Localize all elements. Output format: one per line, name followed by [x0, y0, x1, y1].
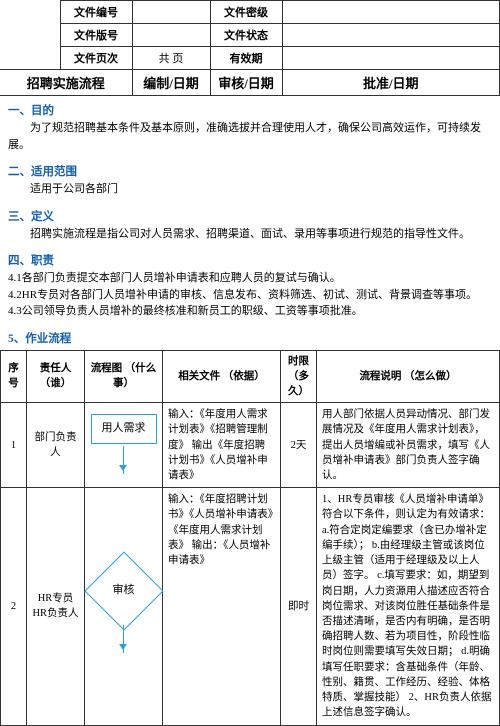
- cell-flowchart: 审核: [85, 488, 163, 725]
- section-heading: 5、作业流程: [8, 330, 492, 346]
- section-definition: 三、定义 招聘实施流程是指公司对人员需求、招聘渠道、面试、录用等事项进行规范的指…: [0, 202, 500, 247]
- section-heading: 四、职责: [8, 252, 492, 268]
- cell-who: 部门负责人: [27, 403, 85, 488]
- meta-val: [282, 24, 500, 47]
- duty-line: 4.2HR专员对各部门人员增补申请的审核、信息发布、资料筛选、初试、测试、背景调…: [8, 287, 492, 304]
- meta-label: 编制/日期: [132, 70, 210, 96]
- section-heading: 三、定义: [8, 208, 492, 224]
- meta-label: 文件版号: [60, 24, 132, 47]
- table-row: 1 部门负责人 用人需求 输入：《年度用人需求计划表》《招聘管理制度》 输出《年…: [1, 403, 500, 488]
- cell-doc: 输入：《年度用人需求计划表》《招聘管理制度》 输出《年度招聘计划书》《人员增补申…: [163, 403, 281, 488]
- section-scope: 二、适用范围 适用于公司各部门: [0, 157, 500, 202]
- section-purpose: 一、目的 为了规范招聘基本条件及基本原则，准确选拔并合理使用人才，确保公司高效运…: [0, 96, 500, 157]
- cell-desc: 1、HR专员审核《人员增补申请单》符合以下条件，则认定为有效请求： a.符合定岗…: [317, 488, 500, 725]
- flow-arrow-icon: [123, 446, 125, 474]
- cell-seq: 2: [1, 488, 27, 725]
- cell-desc: 用人部门依据人员异动情况、部门发展情况及《年度用人需求计划表》，提出人员增编或补…: [317, 403, 500, 488]
- flow-node-label: 审核: [113, 583, 135, 599]
- meta-label: 文件页次: [60, 47, 132, 70]
- meta-label: 有效期: [210, 47, 282, 70]
- section-body: 为了规范招聘基本条件及基本原则，准确选拔并合理使用人才，确保公司高效运作，可持续…: [8, 120, 492, 153]
- meta-val: 共 页: [132, 47, 210, 70]
- doc-meta-table: 文件编号 文件密级 文件版号 文件状态 文件页次 共 页 有效期 招聘实施流程 …: [0, 0, 500, 96]
- flow-arrow-icon: [123, 625, 125, 653]
- meta-val: [282, 1, 500, 24]
- section-body: 适用于公司各部门: [8, 181, 492, 198]
- section-duties: 四、职责 4.1各部门负责提交本部门人员增补申请表和应聘人员的复试与确认。 4.…: [0, 246, 500, 324]
- section-heading: 一、目的: [8, 102, 492, 118]
- cell-time: 即时: [281, 488, 317, 725]
- section-heading: 二、适用范围: [8, 163, 492, 179]
- meta-val: [282, 47, 500, 70]
- th-chart: 流程图 （什么事）: [85, 350, 163, 403]
- th-seq: 序号: [1, 350, 27, 403]
- th-who: 责任人 （谁）: [27, 350, 85, 403]
- cell-doc: 输入：《年度招聘计划书》《人员增补申请表》《年度用人需求计划表》 输出：《人员增…: [163, 488, 281, 725]
- cell-seq: 1: [1, 403, 27, 488]
- meta-label: 文件状态: [210, 24, 282, 47]
- th-time: 时限 （多久）: [281, 350, 317, 403]
- cell-time: 2天: [281, 403, 317, 488]
- meta-label: 审核/日期: [210, 70, 282, 96]
- meta-label: 批准/日期: [282, 70, 500, 96]
- duty-line: 4.3公司领导负责人员增补的最终核准和新员工的职级、工资等事项批准。: [8, 303, 492, 320]
- section-workflow: 5、作业流程: [0, 324, 500, 350]
- table-row: 2 HR专员 HR负责人 审核 输入：《年度招聘计划书》《人员增补申请表》《年度…: [1, 488, 500, 725]
- section-body: 招聘实施流程是指公司对人员需求、招聘渠道、面试、录用等事项进行规范的指导性文件。: [8, 226, 492, 243]
- duty-line: 4.1各部门负责提交本部门人员增补申请表和应聘人员的复试与确认。: [8, 270, 492, 287]
- cell-who: HR专员 HR负责人: [27, 488, 85, 725]
- workflow-table: 序号 责任人 （谁） 流程图 （什么事） 相关文件 （依据） 时限 （多久） 流…: [0, 350, 500, 726]
- th-desc: 流程说明 （怎么做）: [317, 350, 500, 403]
- doc-title: 招聘实施流程: [0, 70, 132, 96]
- meta-val: [132, 24, 210, 47]
- flow-node-diamond: 审核: [96, 563, 152, 619]
- cell-flowchart: 用人需求: [85, 403, 163, 488]
- th-doc: 相关文件 （依据）: [163, 350, 281, 403]
- meta-val: [132, 1, 210, 24]
- meta-label: 文件密级: [210, 1, 282, 24]
- meta-label: 文件编号: [60, 1, 132, 24]
- flow-node-rect: 用人需求: [91, 414, 157, 444]
